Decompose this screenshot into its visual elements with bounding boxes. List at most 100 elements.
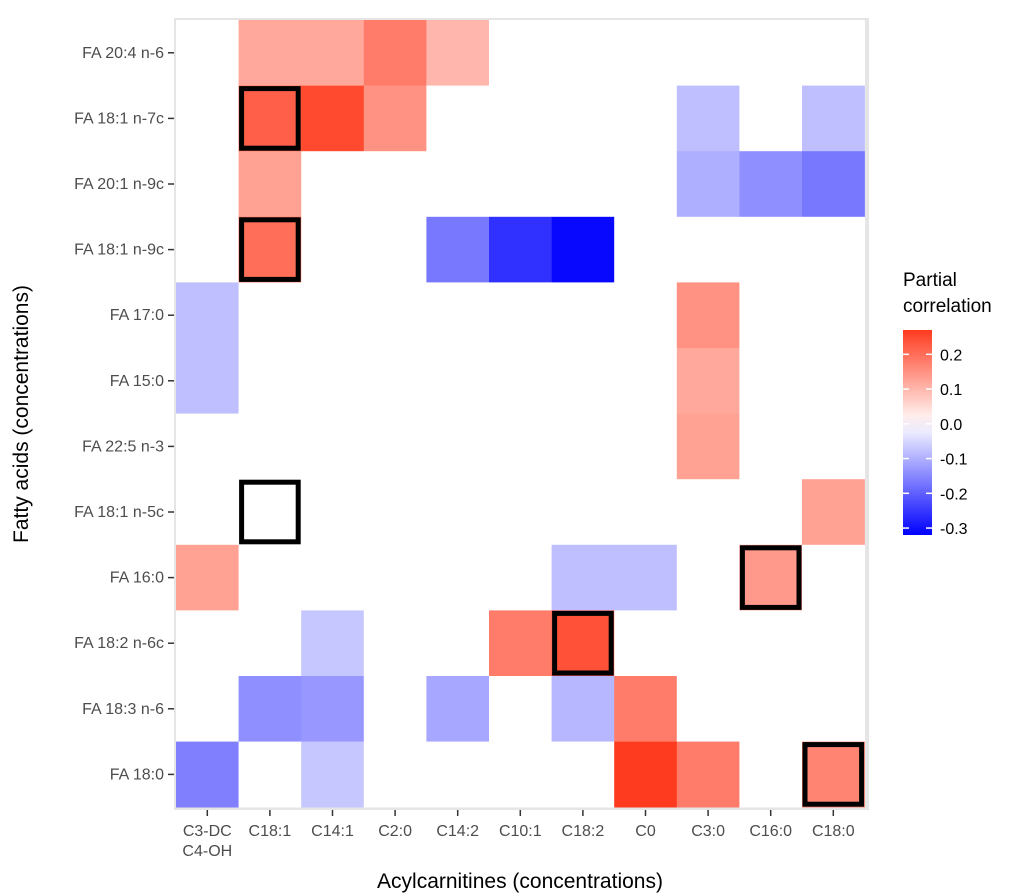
heatmap-cell — [676, 348, 740, 414]
highlight-box — [239, 217, 301, 282]
legend-tick-label: 0.0 — [940, 417, 962, 434]
legend-tick-label: 0.1 — [940, 382, 962, 399]
legend-tick-label: 0.2 — [940, 347, 962, 364]
heatmap-cell — [238, 85, 302, 152]
heatmap-cell — [426, 741, 490, 808]
legend: Partial correlation 0.2 0.1 0.0 -0.1 -0.2 -0.… — [903, 270, 992, 538]
y-axis-title: Fatty acids (concentrations) — [10, 285, 33, 543]
x-axis-title: Acylcarnitines (concentrations) — [377, 870, 663, 893]
x-tick-label: C4-OH — [182, 843, 232, 860]
heatmap-cell — [489, 544, 552, 611]
heatmap-cell — [176, 741, 239, 808]
heatmap-cell — [238, 610, 302, 677]
heatmap-cell — [363, 479, 427, 546]
legend-tick-label: -0.1 — [940, 452, 968, 469]
heatmap-cell — [676, 216, 740, 283]
heatmap-cell — [739, 216, 803, 283]
heatmap-cell — [676, 544, 740, 611]
heatmap-cell — [489, 676, 552, 742]
heatmap-cell — [551, 741, 615, 808]
highlight-box — [802, 742, 865, 807]
heatmap-cell — [614, 348, 678, 414]
heatmap-cell — [739, 348, 803, 414]
heatmap-cell — [614, 282, 678, 349]
heatmap-cell — [676, 479, 740, 546]
heatmap-cell — [614, 676, 678, 742]
heatmap-cell — [301, 479, 365, 546]
heatmap-cell — [739, 741, 803, 808]
heatmap-cell — [238, 413, 302, 480]
heatmap-cell — [176, 676, 239, 742]
heatmap-cell — [489, 610, 552, 677]
x-tick-label: C18:2 — [562, 823, 605, 840]
heatmap-cell — [489, 282, 552, 349]
highlight-box — [552, 610, 614, 676]
heatmap-cell — [802, 676, 865, 742]
heatmap-cell — [238, 151, 302, 218]
heatmap-cell — [363, 85, 427, 152]
heatmap-cell — [176, 85, 239, 152]
y-tick-label: FA 17:0 — [110, 307, 164, 324]
heatmap-cell — [802, 544, 865, 611]
heatmap-cell — [489, 216, 552, 283]
highlight-box — [739, 545, 802, 610]
heatmap-cell — [176, 348, 239, 414]
y-tick-label: FA 18:1 n-5c — [74, 504, 164, 521]
y-tick-label: FA 16:0 — [110, 570, 164, 587]
x-tick-label: C14:1 — [311, 823, 354, 840]
heatmap-cell — [176, 282, 239, 349]
heatmap-cell — [739, 151, 803, 218]
heatmap-cell — [739, 85, 803, 152]
heatmap-cell — [489, 348, 552, 414]
heatmap-cell — [551, 610, 615, 677]
heatmap-cell — [614, 479, 678, 546]
legend-ticks: 0.2 0.1 0.0 -0.1 -0.2 -0.3 — [903, 347, 968, 538]
heatmap-cell — [426, 544, 490, 611]
heatmap-cell — [489, 20, 552, 86]
heatmap-cell — [301, 282, 365, 349]
heatmap-cell — [426, 479, 490, 546]
highlight-box — [239, 479, 301, 545]
heatmap-cell — [614, 741, 678, 808]
heatmap-cell — [802, 610, 865, 677]
x-tick-label: C10:1 — [499, 823, 542, 840]
y-tick-label: FA 20:4 n-6 — [82, 45, 164, 62]
x-tick-label: C18:1 — [249, 823, 292, 840]
heatmap-cell — [301, 216, 365, 283]
heatmap-cells — [176, 20, 865, 808]
heatmap-cell — [363, 610, 427, 677]
heatmap-cell — [739, 20, 803, 86]
x-tick-label: C2:0 — [378, 823, 412, 840]
heatmap-cell — [551, 479, 615, 546]
heatmap-cell — [301, 544, 365, 611]
heatmap-cell — [301, 20, 365, 86]
heatmap-cell — [238, 348, 302, 414]
heatmap-cell — [739, 610, 803, 677]
heatmap-cell — [802, 479, 865, 546]
heatmap-cell — [551, 348, 615, 414]
legend-title-line-2: correlation — [903, 296, 992, 317]
heatmap-cell — [551, 20, 615, 86]
heatmap-cell — [176, 610, 239, 677]
heatmap-cell — [176, 413, 239, 480]
heatmap-cell — [676, 610, 740, 677]
heatmap-cell — [614, 216, 678, 283]
x-tick-label: C18:0 — [812, 823, 855, 840]
heatmap-cell — [426, 413, 490, 480]
heatmap-cell — [614, 610, 678, 677]
legend-tick-label: -0.3 — [940, 521, 968, 538]
y-tick-label: FA 18:1 n-7c — [74, 110, 164, 127]
heatmap-cell — [739, 479, 803, 546]
heatmap-cell — [551, 85, 615, 152]
heatmap-cell — [363, 20, 427, 86]
heatmap-cell — [489, 151, 552, 218]
heatmap-cell — [301, 741, 365, 808]
heatmap-cell — [739, 413, 803, 480]
x-tick-label: C14:2 — [436, 823, 479, 840]
heatmap-cell — [489, 479, 552, 546]
heatmap-cell — [176, 216, 239, 283]
heatmap-cell — [363, 544, 427, 611]
legend-tick-label: -0.2 — [940, 486, 968, 503]
heatmap-cell — [363, 151, 427, 218]
heatmap-cell — [301, 610, 365, 677]
